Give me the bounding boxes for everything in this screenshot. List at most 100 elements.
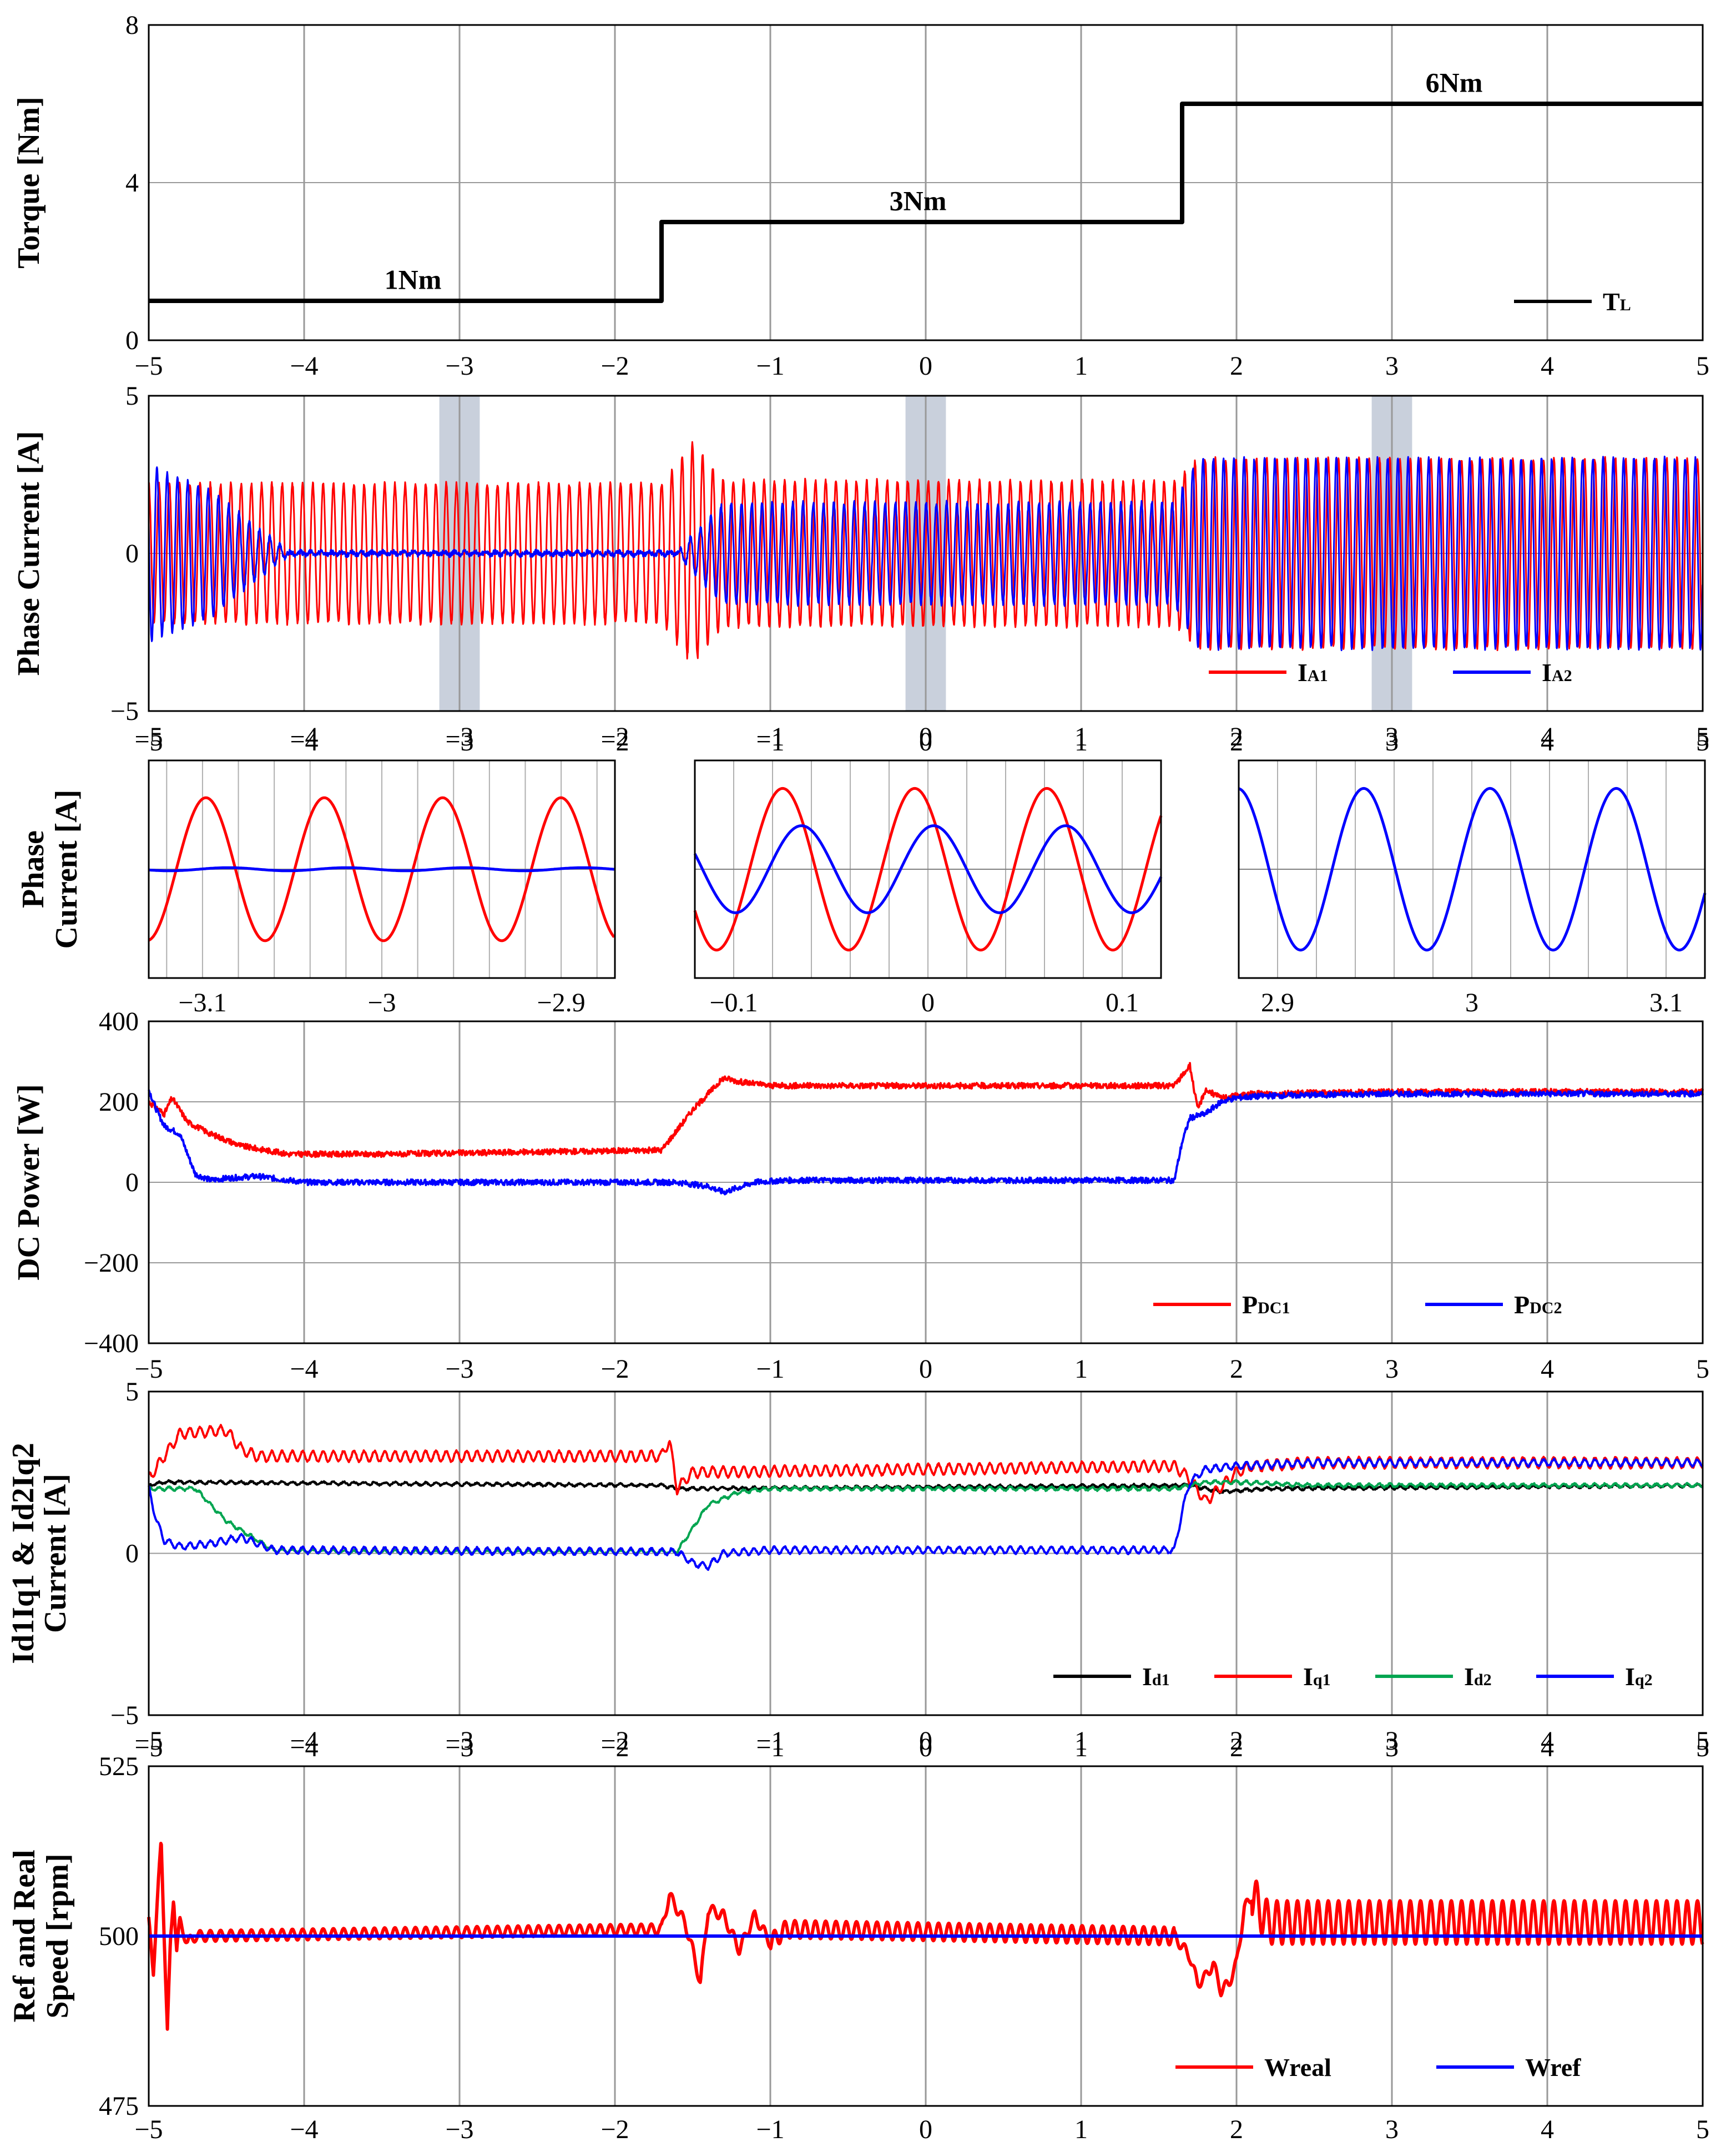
top-tick-label: 4: [1541, 1733, 1554, 1762]
series-line-ia2: [148, 455, 1704, 652]
legend-item: PDC2: [1425, 1291, 1562, 1319]
legend-label-sub: q2: [1635, 1671, 1653, 1689]
x-tick-label: 4: [1541, 351, 1554, 381]
legend-label: Iq1: [1303, 1662, 1331, 1691]
y-tick-label: −5: [110, 1701, 139, 1730]
legend-label-sub: q1: [1313, 1671, 1331, 1689]
x-tick-label: 0: [921, 988, 935, 1017]
legend-label-sub: d2: [1474, 1671, 1492, 1689]
x-tick-label: 3.1: [1649, 988, 1683, 1017]
x-tick-label: 1: [1074, 351, 1088, 381]
x-tick-label: 1: [1074, 2115, 1088, 2142]
x-tick-label: −1: [756, 722, 784, 752]
x-tick-label: 5: [1696, 1354, 1709, 1384]
legend-item: Id2: [1375, 1662, 1492, 1691]
legend-item: Wref: [1436, 2053, 1581, 2081]
y-axis-label: Speed [rpm]: [41, 1853, 75, 2018]
legend-label: PDC2: [1514, 1291, 1562, 1319]
top-tick-label: 4: [1541, 727, 1554, 757]
step-annotation: 3Nm: [890, 185, 947, 216]
legend-label-main: I: [1625, 1662, 1635, 1691]
legend-label-main: P: [1242, 1291, 1258, 1319]
x-tick-label: −3: [445, 722, 473, 752]
y-tick-label: 0: [125, 1168, 139, 1197]
top-tick-label: −1: [756, 1733, 784, 1762]
legend-label: IA2: [1542, 658, 1572, 687]
top-tick-label: −1: [756, 727, 784, 757]
y-tick-label: 400: [99, 1007, 139, 1036]
legend-label: Wref: [1525, 2053, 1581, 2081]
top-tick-label: −2: [600, 1733, 629, 1762]
y-tick-label: 200: [99, 1087, 139, 1117]
legend-label-main: Wref: [1525, 2053, 1581, 2081]
plot-border: [148, 24, 1704, 341]
legend-label-sub: d1: [1152, 1671, 1170, 1689]
y-tick-label: 0: [125, 1539, 139, 1569]
series-line-ia2: [693, 824, 1163, 914]
x-tick-label: 2: [1230, 722, 1243, 752]
x-tick-label: −5: [134, 1726, 163, 1756]
y-tick-label: 0: [125, 326, 139, 355]
x-tick-label: −3: [445, 1726, 473, 1756]
x-tick-label: 2: [1230, 351, 1243, 381]
y-axis-label: Ref and Real: [7, 1849, 42, 2022]
legend-label: PDC1: [1242, 1291, 1290, 1319]
legend-label: TL: [1603, 288, 1631, 316]
top-tick-label: 3: [1385, 727, 1399, 757]
zoom-panel-3: 2.9 3 3.1 2 3 4 5: [1230, 727, 1709, 1017]
x-tick-label: 1: [1074, 722, 1088, 752]
x-tick-label: 3: [1465, 988, 1478, 1017]
top-tick-label: −4: [290, 1733, 318, 1762]
legend-item: Id1: [1053, 1662, 1170, 1691]
plots-layer: 0 4 8 1Nm 3Nm 6Nm Torque [Nm] −5 −4 −3 −2 −1 0 1 2 3 4 5 T…: [6, 11, 1709, 2142]
zoom-panel-2: −0.1 0 0.1 −1 0 1: [693, 727, 1163, 1017]
y-tick-label: −200: [84, 1248, 139, 1278]
x-tick-label: 0: [919, 1354, 932, 1384]
x-tick-label: 1: [1074, 1354, 1088, 1384]
top-tick-label: −5: [134, 1733, 163, 1762]
series-line-ia1: [693, 787, 1163, 952]
top-tick-label: 2: [1230, 1733, 1243, 1762]
top-tick-label: −5: [134, 727, 163, 757]
plot-border: [148, 1765, 1704, 2107]
x-tick-label: 3: [1385, 1354, 1399, 1384]
y-tick-label: 500: [99, 1922, 139, 1951]
legend-item: Wreal: [1175, 2053, 1331, 2081]
plot-border: [148, 395, 1704, 712]
legend-item: IA2: [1453, 658, 1572, 687]
legend-label: Wreal: [1264, 2053, 1331, 2081]
series-line-iq2: [148, 1458, 1704, 1571]
x-tick-label: −3: [445, 351, 473, 381]
x-tick-label: 0: [919, 1726, 932, 1756]
x-tick-label: 1: [1074, 1726, 1088, 1756]
legend-label: Iq2: [1625, 1662, 1653, 1691]
x-tick-label: −2: [600, 351, 629, 381]
legend-label-sub: A1: [1308, 667, 1328, 685]
step-annotation: 6Nm: [1426, 67, 1483, 98]
series-line-ia2: [1238, 787, 1707, 952]
top-tick-label: −2: [600, 727, 629, 757]
top-tick-label: 0: [919, 1733, 932, 1762]
top-tick-label: 0: [919, 727, 932, 757]
y-axis-label-line1: Id1Iq1 & Id2Iq2: [6, 1443, 41, 1664]
x-tick-label: −5: [134, 722, 163, 752]
legend-label-main: I: [1464, 1662, 1474, 1691]
x-tick-label: 5: [1696, 722, 1709, 752]
y-tick-label: −400: [84, 1329, 139, 1358]
x-tick-label: −2: [600, 722, 629, 752]
top-tick-label: 3: [1385, 1733, 1399, 1762]
x-tick-label: −1: [756, 1354, 784, 1384]
x-tick-label: −2: [600, 1726, 629, 1756]
plot-border: [148, 759, 616, 979]
x-tick-label: 0: [919, 351, 932, 381]
x-tick-label: 2.9: [1261, 988, 1294, 1017]
y-axis-label: Current [A]: [49, 790, 84, 949]
x-tick-label: 0.1: [1106, 988, 1139, 1017]
y-tick-label: −5: [110, 697, 139, 726]
top-tick-label: 5: [1696, 727, 1709, 757]
legend-label-sub: A2: [1552, 667, 1572, 685]
top-tick-label: 5: [1696, 1733, 1709, 1762]
